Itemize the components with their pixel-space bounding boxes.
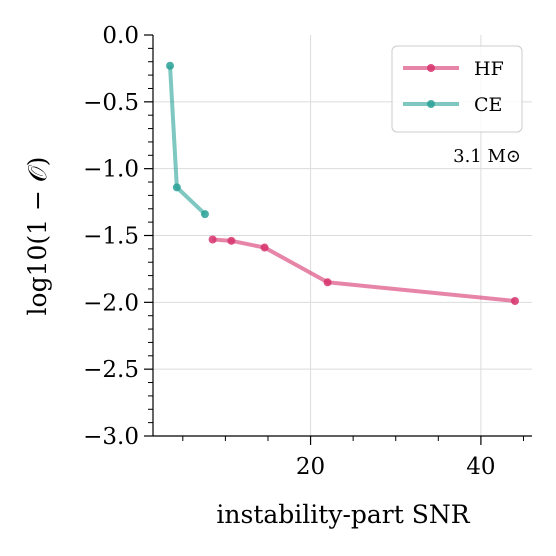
data-point-hf — [227, 236, 236, 245]
series-layer — [166, 61, 519, 305]
y-tick-label: −3.0 — [83, 424, 139, 450]
y-tick-label: 0.0 — [102, 23, 139, 49]
ticks: 20 40 0.0 −0.5 −1.0 −1.5 −2.0 −2.5 −3.0 — [83, 23, 524, 480]
y-tick-label: −2.5 — [83, 357, 139, 383]
data-point-ce — [166, 61, 175, 70]
data-point-hf — [260, 243, 269, 252]
data-point-ce — [200, 210, 209, 219]
data-point-hf — [208, 235, 217, 244]
data-point-hf — [510, 296, 519, 305]
series-line-ce — [168, 65, 207, 216]
legend-marker-ce — [427, 100, 435, 108]
y-tick-label: −0.5 — [83, 90, 139, 116]
y-tick-label: −2.0 — [83, 290, 139, 316]
y-tick-label: −1.5 — [83, 224, 139, 250]
data-point-hf — [323, 278, 332, 287]
mass-annotation: 3.1 M⊙ — [453, 146, 521, 167]
y-tick-label: −1.0 — [83, 157, 139, 183]
y-axis-label: log10(1 − 𝒪) — [23, 157, 52, 316]
legend-label-ce: CE — [474, 94, 502, 116]
data-point-ce — [172, 183, 181, 192]
x-axis-label: instability-part SNR — [216, 500, 470, 529]
series-line-hf — [212, 237, 516, 303]
legend-label-hf: HF — [474, 58, 504, 80]
x-tick-label: 40 — [466, 454, 495, 480]
x-tick-label: 20 — [296, 454, 325, 480]
legend: HF CE — [391, 45, 523, 133]
legend-marker-hf — [427, 64, 435, 72]
